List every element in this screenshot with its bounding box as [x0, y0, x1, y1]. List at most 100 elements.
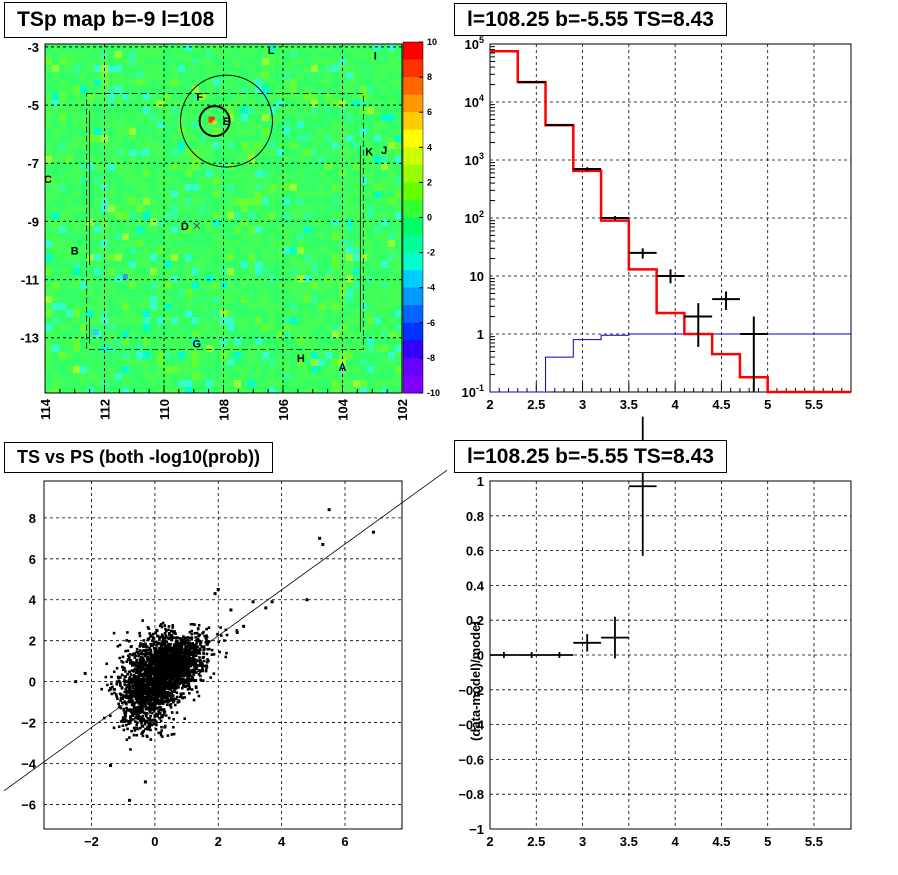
heatmap-cell: [73, 219, 80, 226]
heatmap-cell: [255, 170, 262, 177]
scatter-point: [179, 694, 183, 698]
heatmap-cell: [66, 198, 73, 205]
roi-dashed-box: [86, 93, 364, 350]
heatmap-cell: [52, 373, 59, 380]
heatmap-cell: [388, 177, 395, 184]
heatmap-cell: [136, 373, 143, 380]
scatter-point: [147, 707, 150, 711]
heatmap-cell: [129, 72, 136, 79]
scatter-point: [129, 697, 133, 700]
heatmap-cell: [129, 282, 136, 289]
heatmap-cell: [318, 212, 325, 219]
heatmap-cell: [87, 191, 94, 198]
heatmap-cell: [45, 275, 52, 282]
heatmap-cell: [395, 198, 402, 205]
heatmap-cell: [367, 240, 374, 247]
heatmap-cell: [73, 387, 80, 393]
heatmap-cell: [262, 317, 269, 324]
heatmap-cell: [178, 289, 185, 296]
heatmap-cell: [87, 317, 94, 324]
heatmap-cell: [87, 135, 94, 142]
scatter-point: [218, 650, 221, 654]
heatmap-cell: [115, 289, 122, 296]
heatmap-cell: [122, 226, 129, 233]
colorbar-segment: [403, 357, 423, 376]
heatmap-cell: [150, 233, 157, 240]
heatmap-cell: [171, 107, 178, 114]
heatmap-cell: [248, 275, 255, 282]
heatmap-cell: [227, 331, 234, 338]
scatter-point: [189, 659, 193, 662]
heatmap-cell: [206, 93, 213, 100]
heatmap-cell: [129, 247, 136, 254]
heatmap-cell: [241, 380, 248, 387]
heatmap-cell: [185, 317, 192, 324]
heatmap-cell: [234, 247, 241, 254]
scatter-point: [207, 647, 211, 651]
heatmap-cell: [115, 72, 122, 79]
heatmap-cell: [241, 205, 248, 212]
heatmap-cell: [304, 324, 311, 331]
heatmap-cell: [213, 352, 220, 359]
heatmap-cell: [325, 261, 332, 268]
heatmap-cell: [304, 359, 311, 366]
scatter-point: [128, 736, 131, 739]
scatter-point: [124, 713, 127, 717]
scatter-point: [168, 692, 172, 695]
scatter-point: [128, 720, 131, 724]
heatmap-cell: [150, 380, 157, 387]
heatmap-cell: [332, 44, 339, 51]
heatmap-cell: [199, 184, 206, 191]
colorbar-tick-label: 6: [427, 107, 432, 117]
heatmap-cell: [262, 128, 269, 135]
heatmap-cell: [45, 352, 52, 359]
heatmap-cell: [395, 261, 402, 268]
scatter-point: [153, 699, 157, 702]
heatmap-cell: [276, 212, 283, 219]
heatmap-cell: [367, 191, 374, 198]
heatmap-cell: [45, 226, 52, 233]
heatmap-cell: [45, 86, 52, 93]
heatmap-cell: [52, 387, 59, 393]
heatmap-cell: [157, 254, 164, 261]
scatter-point: [183, 717, 187, 720]
heatmap-cell: [339, 142, 346, 149]
heatmap-cell: [227, 121, 234, 128]
heatmap-cell: [192, 254, 199, 261]
heatmap-cell: [122, 72, 129, 79]
scatter-point: [163, 685, 166, 689]
heatmap-cell: [73, 282, 80, 289]
heatmap-cell: [206, 282, 213, 289]
heatmap-cell: [185, 93, 192, 100]
heatmap-cell: [129, 128, 136, 135]
heatmap-cell: [45, 338, 52, 345]
heatmap-cell: [115, 254, 122, 261]
heatmap-cell: [59, 121, 66, 128]
heatmap-cell: [185, 324, 192, 331]
heatmap-cell: [171, 338, 178, 345]
heatmap-cell: [73, 303, 80, 310]
scatter-frame: [43, 480, 403, 830]
heatmap-cell: [381, 100, 388, 107]
heatmap-cell: [290, 177, 297, 184]
heatmap-cell: [325, 51, 332, 58]
heatmap-cell: [262, 198, 269, 205]
scatter-point: [120, 660, 123, 663]
heatmap-cell: [115, 93, 122, 100]
heatmap-cell: [388, 107, 395, 114]
scatter-point: [162, 713, 166, 717]
heatmap-cell: [290, 296, 297, 303]
heatmap-cell: [171, 254, 178, 261]
heatmap-cell: [157, 352, 164, 359]
heatmap-cell: [374, 247, 381, 254]
heatmap-cell: [367, 352, 374, 359]
spectrum-y-tick-label: 103: [465, 151, 484, 168]
heatmap-cell: [206, 135, 213, 142]
scatter-point: [180, 669, 184, 673]
heatmap-cell: [199, 142, 206, 149]
heatmap-cell: [353, 212, 360, 219]
scatter-point: [161, 658, 165, 662]
heatmap-cell: [206, 387, 213, 393]
heatmap-cell: [262, 282, 269, 289]
heatmap-cell: [234, 268, 241, 275]
